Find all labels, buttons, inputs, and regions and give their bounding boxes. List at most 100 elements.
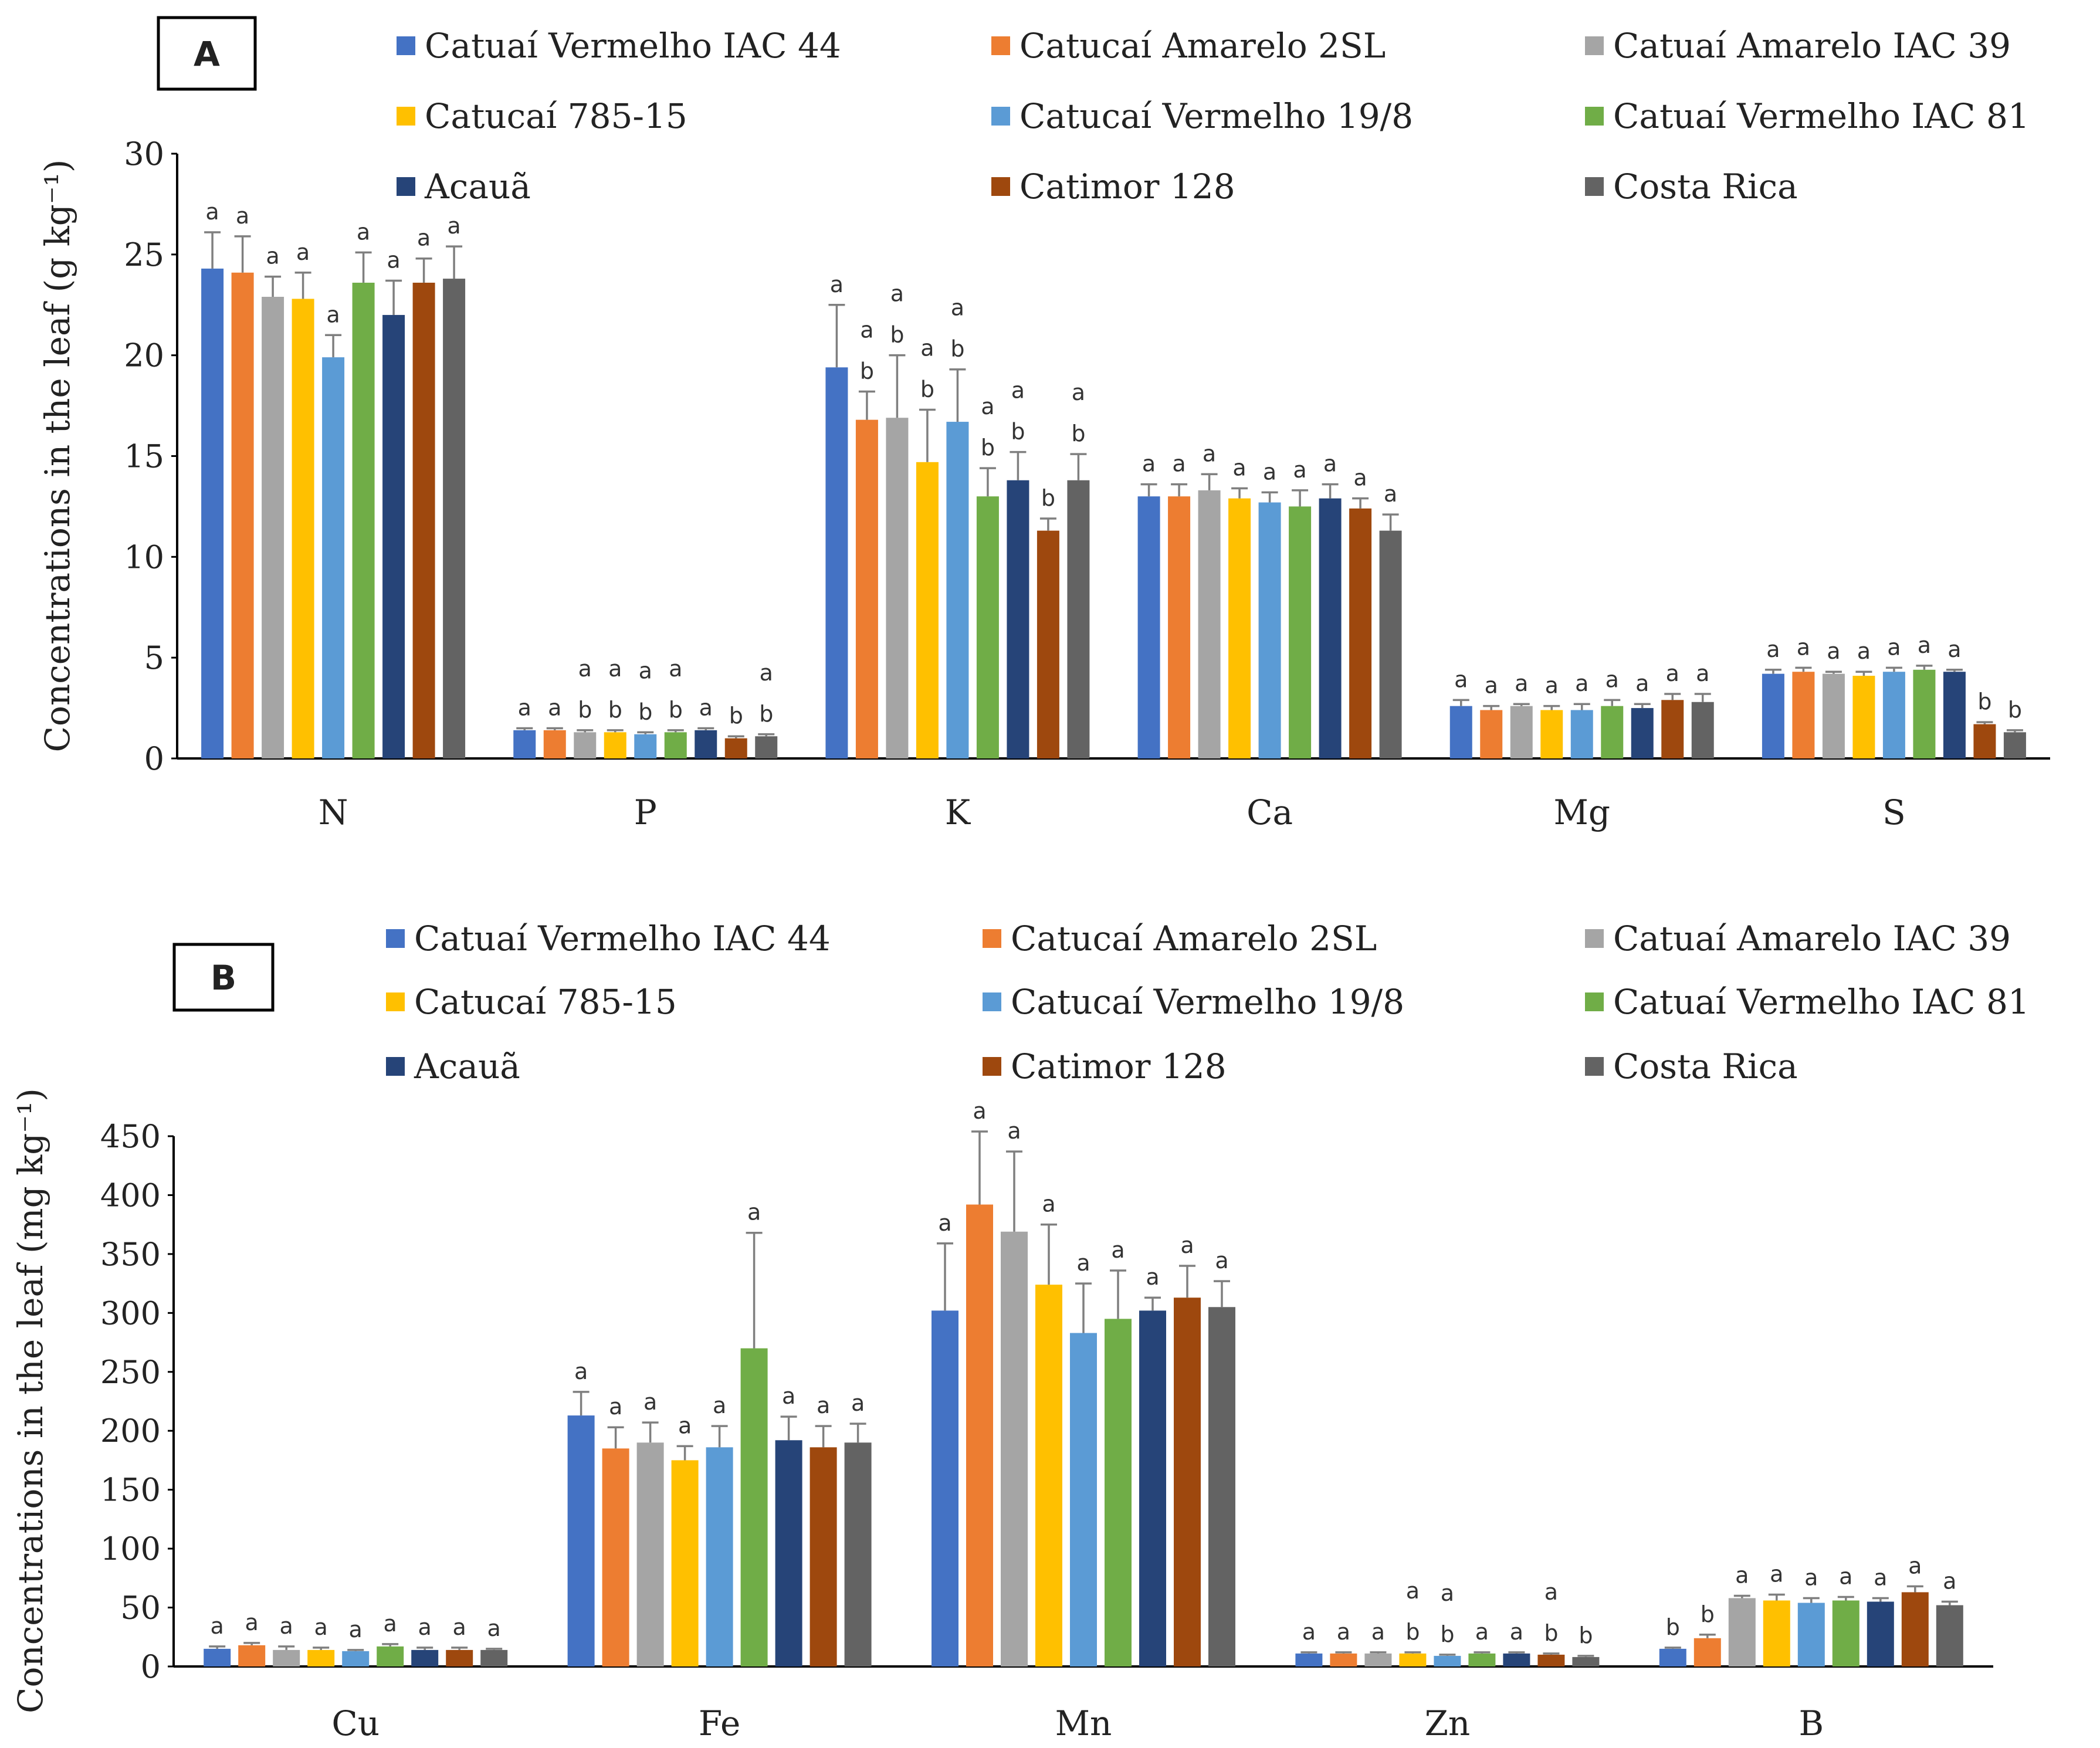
y-tick-label: 5	[144, 639, 164, 676]
bar	[1901, 1592, 1929, 1666]
bar	[1198, 490, 1221, 758]
bar	[1936, 1605, 1963, 1666]
bar	[1139, 1310, 1166, 1666]
bar	[1537, 1654, 1565, 1666]
bar	[1168, 496, 1191, 758]
significance-letter: a	[643, 1389, 657, 1415]
bar	[1399, 1653, 1427, 1666]
significance-letter: a	[1007, 1118, 1021, 1144]
bar	[1070, 1333, 1097, 1666]
significance-letter: b	[578, 697, 592, 723]
legend-swatch	[1585, 1057, 1604, 1076]
significance-letter: a	[1172, 451, 1186, 477]
bar	[1007, 480, 1029, 758]
significance-letter: b	[981, 435, 995, 460]
significance-letter: a	[1475, 1619, 1489, 1645]
significance-letter: a	[1302, 1619, 1316, 1645]
legend-swatch	[983, 1057, 1001, 1076]
bar	[1943, 672, 1966, 758]
legend-swatch	[983, 992, 1001, 1011]
significance-letter: a	[418, 1614, 432, 1640]
significance-letter: a	[1406, 1578, 1420, 1604]
significance-letter: a	[747, 1200, 761, 1225]
significance-letter: b	[2008, 697, 2022, 723]
bar	[1540, 710, 1563, 758]
significance-letter: a	[1215, 1248, 1228, 1273]
bar	[855, 419, 878, 758]
panel-label-box	[157, 16, 257, 91]
legend-label: Catuaí Vermelho IAC 44	[414, 919, 831, 958]
significance-letter: a	[1337, 1619, 1350, 1645]
y-tick-label: 450	[100, 1118, 161, 1155]
legend-swatch	[386, 992, 405, 1011]
x-category-label: Cu	[331, 1703, 380, 1743]
bar	[775, 1440, 802, 1666]
x-category-label: Mg	[1553, 792, 1610, 832]
significance-letter: a	[548, 695, 561, 720]
bar	[201, 268, 224, 758]
bar	[513, 730, 536, 758]
y-tick-label: 100	[100, 1530, 161, 1567]
bar	[1867, 1601, 1894, 1666]
bar	[574, 732, 597, 758]
bar	[412, 282, 435, 758]
legend-swatch	[991, 36, 1010, 55]
bar	[1468, 1653, 1496, 1666]
significance-letter: a	[1918, 632, 1931, 658]
panel-label: B	[211, 958, 236, 998]
significance-letter: a	[1943, 1569, 1956, 1594]
bar	[1792, 672, 1815, 758]
significance-letter: a	[1839, 1563, 1852, 1589]
x-category-label: Zn	[1425, 1703, 1471, 1743]
bar	[352, 282, 375, 758]
bar	[946, 422, 969, 758]
significance-letter: b	[1041, 485, 1055, 511]
significance-letter: b	[1666, 1614, 1680, 1640]
significance-letter: a	[349, 1617, 363, 1642]
bar	[231, 272, 254, 759]
significance-letter: a	[1353, 465, 1367, 491]
bar	[1364, 1653, 1392, 1666]
significance-letter: a	[1545, 673, 1559, 699]
bar	[238, 1645, 266, 1666]
bar	[636, 1442, 664, 1666]
bar	[1763, 1600, 1790, 1666]
x-category-label: Mn	[1055, 1703, 1112, 1743]
significance-letter: b	[759, 701, 773, 727]
bar	[443, 279, 466, 758]
bar	[1832, 1600, 1859, 1666]
significance-letter: b	[1071, 421, 1085, 446]
legend-label: Costa Rica	[1613, 1046, 1798, 1086]
bar	[1105, 1319, 1132, 1666]
significance-letter: b	[1579, 1622, 1593, 1648]
bar	[1691, 702, 1714, 758]
y-tick-label: 250	[100, 1354, 161, 1391]
legend-swatch	[1585, 992, 1604, 1011]
bar	[382, 314, 405, 758]
significance-letter: a	[357, 219, 370, 245]
bar	[273, 1649, 300, 1666]
legend-swatch	[386, 929, 405, 948]
bar	[1852, 676, 1875, 758]
bar	[480, 1649, 508, 1666]
y-tick-label: 0	[141, 1648, 161, 1685]
bar	[932, 1310, 958, 1666]
y-tick-label: 25	[124, 236, 164, 273]
y-tick-label: 150	[100, 1472, 161, 1509]
bar	[1379, 530, 1402, 758]
significance-letter: a	[314, 1614, 328, 1640]
bar	[1661, 700, 1684, 758]
significance-letter: a	[609, 1394, 622, 1420]
significance-letter: a	[266, 243, 279, 269]
significance-letter: a	[1454, 666, 1468, 692]
legend-swatch	[1585, 107, 1604, 126]
significance-letter: a	[1203, 441, 1216, 466]
significance-letter: a	[205, 199, 219, 225]
significance-letter: a	[236, 203, 249, 229]
significance-letter: b	[920, 376, 934, 402]
bar	[446, 1649, 473, 1666]
x-category-label: K	[945, 792, 971, 832]
bar	[695, 730, 717, 758]
significance-letter: a	[384, 1611, 397, 1637]
